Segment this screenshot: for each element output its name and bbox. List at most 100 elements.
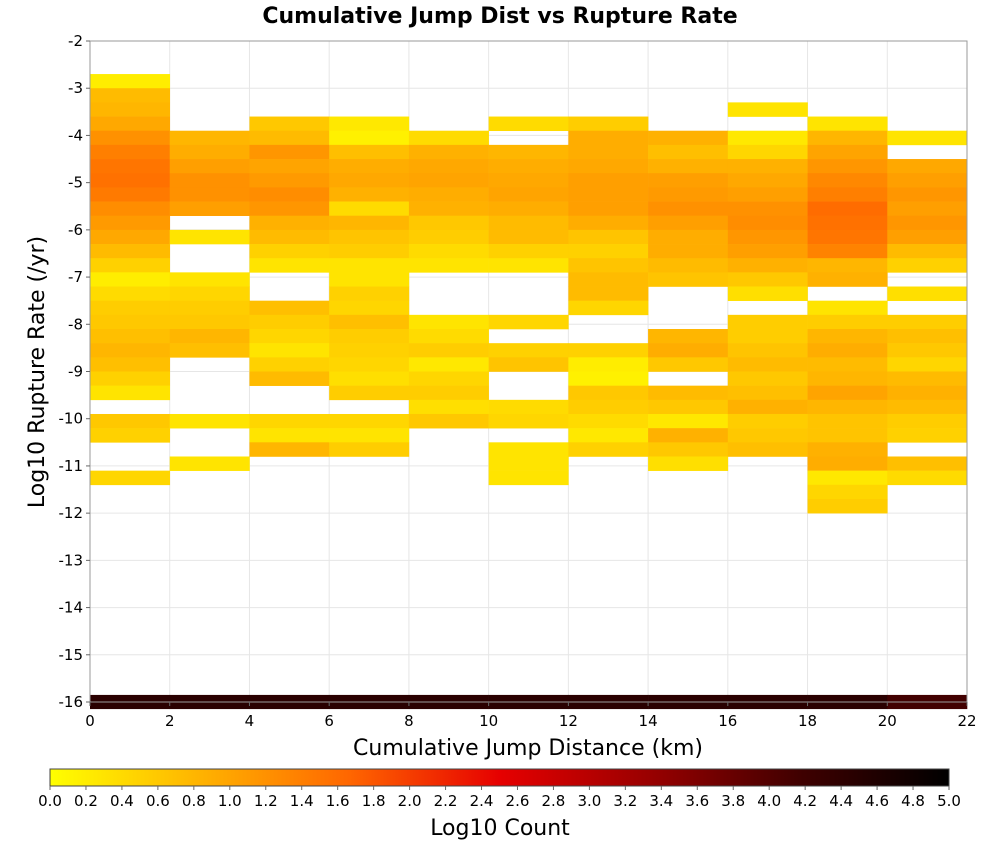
y-axis-label: Log10 Rupture Rate (/yr) bbox=[25, 236, 50, 508]
x-tick-label: 6 bbox=[324, 712, 334, 730]
heatmap-cell bbox=[488, 357, 569, 372]
heatmap-cell bbox=[488, 244, 569, 259]
heatmap-cell bbox=[648, 456, 729, 471]
heatmap-cell bbox=[727, 413, 808, 429]
heatmap-cell bbox=[727, 130, 808, 146]
heatmap-cell bbox=[488, 399, 569, 415]
heatmap-cell bbox=[887, 314, 968, 330]
heatmap-cell bbox=[90, 229, 171, 245]
heatmap-cell bbox=[807, 244, 888, 259]
heatmap-cell bbox=[648, 130, 729, 146]
colorbar-label: Log10 Count bbox=[430, 816, 570, 841]
heatmap-cell bbox=[329, 300, 410, 316]
y-tick-label: -7 bbox=[68, 268, 83, 286]
heatmap-cell bbox=[329, 286, 410, 301]
heatmap-cell bbox=[887, 399, 968, 415]
heatmap-cell bbox=[887, 329, 968, 344]
heatmap-cell bbox=[408, 201, 489, 216]
heatmap-cell bbox=[568, 413, 649, 429]
heatmap-cell bbox=[249, 258, 330, 273]
colorbar-tick-label: 0.8 bbox=[182, 792, 206, 810]
heatmap-cell bbox=[408, 385, 489, 401]
heatmap-cell bbox=[648, 244, 729, 259]
colorbar-tick-label: 3.6 bbox=[685, 792, 709, 810]
y-tick-label: -2 bbox=[68, 32, 83, 50]
heatmap-cell bbox=[568, 385, 649, 401]
heatmap-cell bbox=[408, 173, 489, 188]
heatmap-cell bbox=[488, 173, 569, 188]
heatmap-cell bbox=[329, 229, 410, 245]
heatmap-cell bbox=[329, 215, 410, 231]
heatmap-cell bbox=[807, 187, 888, 202]
heatmap-cell bbox=[488, 258, 569, 273]
heatmap-cell bbox=[648, 144, 729, 160]
y-tick-label: -4 bbox=[68, 126, 83, 144]
heatmap-cell bbox=[887, 456, 968, 471]
heatmap-cell bbox=[727, 329, 808, 344]
heatmap-cell bbox=[807, 300, 888, 316]
heatmap-cell bbox=[807, 456, 888, 471]
heatmap-cell bbox=[727, 314, 808, 330]
heatmap-cell bbox=[887, 130, 968, 146]
heatmap-cell bbox=[90, 88, 171, 103]
heatmap-cell bbox=[807, 159, 888, 174]
heatmap-cell bbox=[568, 286, 649, 301]
heatmap-cell bbox=[727, 371, 808, 386]
heatmap-cell bbox=[249, 244, 330, 259]
heatmap-cell bbox=[249, 442, 330, 457]
heatmap-cell bbox=[807, 484, 888, 500]
y-tick-label: -11 bbox=[59, 457, 84, 475]
heatmap-cell bbox=[408, 399, 489, 415]
x-tick-label: 4 bbox=[245, 712, 255, 730]
heatmap-cell bbox=[648, 399, 729, 415]
heatmap-cell bbox=[887, 201, 968, 216]
x-tick-label: 12 bbox=[559, 712, 578, 730]
heatmap-cell bbox=[329, 201, 410, 216]
heatmap-cell bbox=[887, 428, 968, 443]
heatmap-cell bbox=[648, 272, 729, 287]
colorbar-tick-label: 0.0 bbox=[38, 792, 62, 810]
heatmap-cell bbox=[727, 286, 808, 301]
heatmap-cell bbox=[568, 399, 649, 415]
heatmap-cell bbox=[90, 300, 171, 316]
colorbar-tick-label: 2.6 bbox=[506, 792, 530, 810]
heatmap-cell bbox=[727, 187, 808, 202]
heatmap-cell bbox=[648, 357, 729, 372]
colorbar-tick-label: 1.8 bbox=[362, 792, 386, 810]
heatmap-cell bbox=[807, 399, 888, 415]
heatmap-cell bbox=[648, 442, 729, 457]
x-tick-label: 2 bbox=[165, 712, 175, 730]
heatmap-cell bbox=[727, 215, 808, 231]
heatmap-cell bbox=[727, 173, 808, 188]
heatmap-cell bbox=[887, 187, 968, 202]
heatmap-cell bbox=[90, 357, 171, 372]
heatmap-cell bbox=[249, 173, 330, 188]
heatmap-cell bbox=[807, 201, 888, 216]
colorbar bbox=[49, 768, 950, 787]
heatmap-cell bbox=[169, 456, 250, 471]
heatmap-cell bbox=[488, 343, 569, 358]
heatmap-cell bbox=[90, 102, 171, 117]
heatmap-cell bbox=[648, 215, 729, 231]
heatmap-cell bbox=[887, 385, 968, 401]
heatmap-cell bbox=[568, 229, 649, 245]
heatmap-cell bbox=[727, 385, 808, 401]
heatmap-cell bbox=[488, 144, 569, 160]
heatmap-cell bbox=[329, 329, 410, 344]
colorbar-tick-label: 2.8 bbox=[542, 792, 566, 810]
heatmap-cell bbox=[807, 173, 888, 188]
heatmap-cell bbox=[329, 130, 410, 146]
heatmap-cell bbox=[887, 343, 968, 358]
heatmap-cell bbox=[408, 130, 489, 146]
x-tick-label: 22 bbox=[957, 712, 976, 730]
heatmap-cell bbox=[329, 144, 410, 160]
heatmap-cell bbox=[169, 343, 250, 358]
x-tick-label: 0 bbox=[85, 712, 95, 730]
heatmap-cell bbox=[648, 428, 729, 443]
heatmap-cell bbox=[807, 470, 888, 486]
heatmap-cell bbox=[488, 215, 569, 231]
heatmap-cell bbox=[727, 244, 808, 259]
heatmap-cell bbox=[807, 215, 888, 231]
colorbar-tick-label: 0.6 bbox=[146, 792, 170, 810]
heatmap-cell bbox=[568, 357, 649, 372]
